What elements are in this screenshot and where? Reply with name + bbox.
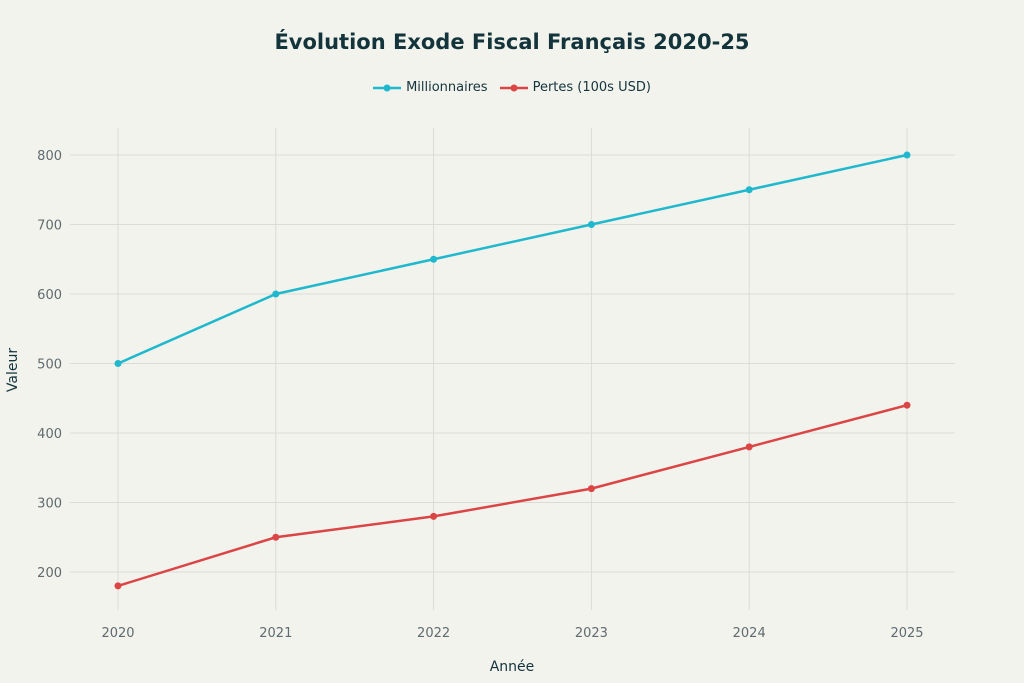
x-tick-label: 2024 [733, 626, 766, 641]
y-tick-label: 300 [37, 497, 62, 512]
y-tick-label: 500 [37, 358, 62, 373]
y-tick-label: 400 [37, 427, 62, 442]
data-point [903, 401, 911, 409]
legend-marker-millionnaires [373, 84, 402, 91]
legend-label: Pertes (100s USD) [532, 80, 651, 95]
y-tick-label: 200 [37, 566, 62, 581]
data-point [114, 582, 122, 590]
y-tick-label: 800 [37, 149, 62, 164]
legend-item-pertes[interactable]: Pertes (100s USD) [499, 80, 651, 95]
legend-marker-pertes [499, 84, 528, 91]
legend-label: Millionnaires [406, 80, 488, 95]
data-point [745, 186, 753, 194]
x-tick-label: 2023 [575, 626, 608, 641]
x-tick-label: 2025 [890, 626, 923, 641]
data-point [587, 221, 595, 228]
data-point [272, 290, 280, 298]
data-point [114, 360, 122, 367]
data-point [903, 151, 911, 159]
x-axis-label: Année [490, 659, 535, 675]
data-point [272, 533, 280, 541]
x-tick-label: 2022 [417, 626, 450, 641]
data-point [430, 255, 438, 263]
y-tick-label: 700 [37, 219, 62, 234]
legend-item-millionnaires[interactable]: Millionnaires [373, 80, 488, 95]
y-tick-label: 600 [37, 288, 62, 303]
data-point [587, 485, 595, 493]
legend: Millionnaires Pertes (100s USD) [0, 80, 1024, 95]
data-point [745, 443, 753, 451]
chart-title: Évolution Exode Fiscal Français 2020-25 [274, 30, 750, 54]
x-tick-label: 2021 [259, 626, 292, 641]
x-tick-label: 2020 [101, 626, 134, 641]
series-line-pertes [117, 403, 908, 588]
y-axis-label: Valeur [5, 348, 21, 392]
data-point [430, 512, 438, 520]
series-line-millionnaires [117, 153, 908, 365]
